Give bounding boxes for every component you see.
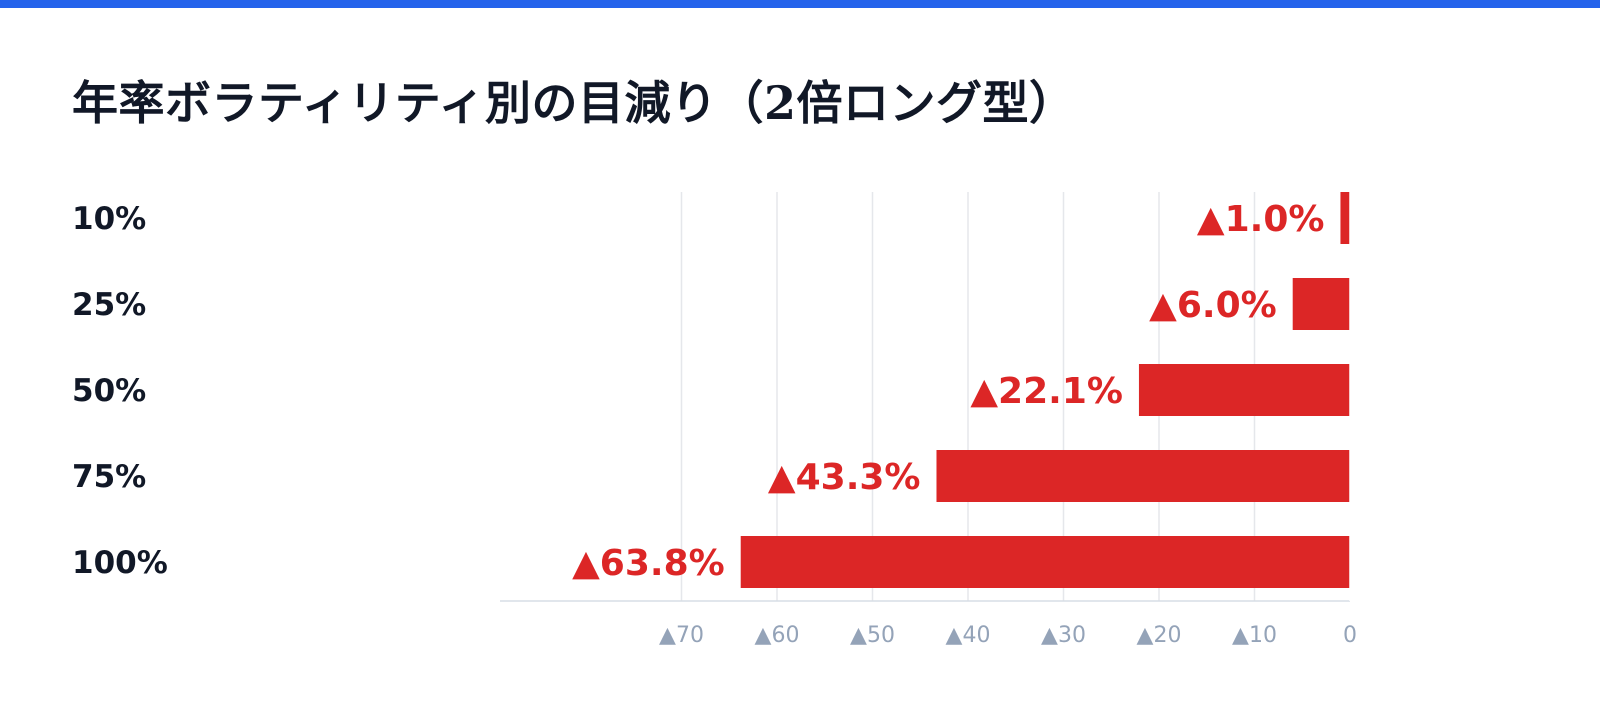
bar: [1292, 278, 1350, 330]
x-tick-label: ▲20: [1137, 623, 1182, 648]
bar: [936, 450, 1350, 502]
category-label: 10%: [72, 201, 146, 237]
bar: [1340, 192, 1350, 244]
category-label: 50%: [72, 373, 146, 409]
top-accent-bar: [0, 0, 1600, 8]
chart-title: 年率ボラティリティ別の目減り（2倍ロング型）: [72, 76, 1076, 130]
bar: [1138, 364, 1350, 416]
x-tick-label: ▲10: [1232, 623, 1277, 648]
category-label: 75%: [72, 459, 146, 495]
category-label: 25%: [72, 287, 146, 323]
value-label: ▲63.8%: [572, 543, 725, 584]
x-tick-label: ▲40: [946, 623, 991, 648]
x-tick-label: ▲50: [850, 623, 895, 648]
value-label: ▲22.1%: [970, 371, 1123, 412]
category-label: 100%: [72, 545, 168, 581]
x-tick-label: ▲30: [1041, 623, 1086, 648]
value-label: ▲43.3%: [768, 457, 921, 498]
value-label: ▲6.0%: [1149, 285, 1277, 326]
value-label: ▲1.0%: [1197, 199, 1325, 240]
x-tick-label: 0: [1343, 623, 1357, 648]
x-tick-label: ▲70: [659, 623, 704, 648]
x-tick-label: ▲60: [755, 623, 800, 648]
bar: [740, 536, 1350, 588]
